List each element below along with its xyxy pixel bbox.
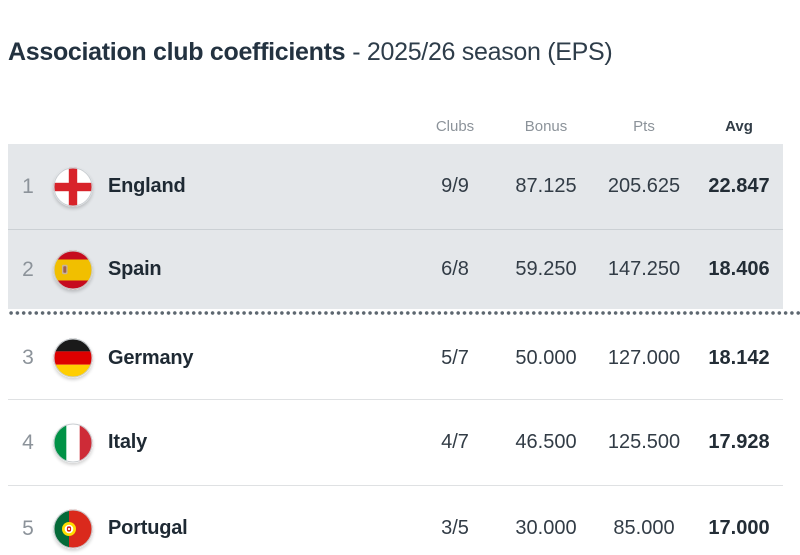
table-row-italy[interactable]: 4 Italy 4/7 46.500 125.500 17.928 [8, 399, 783, 485]
column-header-bonus: Bonus [524, 117, 568, 135]
country-name: Germany [108, 346, 194, 369]
rank-value: 5 [22, 516, 34, 540]
country-name: England [108, 175, 186, 197]
rank-value: 3 [22, 346, 34, 369]
clubs-value: 6/8 [441, 258, 469, 280]
pts-value: 85.000 [613, 517, 675, 539]
pts-value: 205.625 [607, 175, 681, 197]
avg-value: 22.847 [708, 175, 770, 197]
pts-value: 147.250 [607, 258, 681, 280]
country-cell: Portugal [48, 509, 411, 549]
bonus-value: 87.125 [515, 175, 577, 197]
clubs-value: 3/5 [441, 517, 469, 539]
spain-flag-icon [53, 250, 93, 289]
page-title: Association club coefficients - 2025/26 s… [8, 38, 613, 67]
column-header-pts: Pts [633, 117, 655, 135]
country-name: Italy [108, 431, 148, 453]
coefficients-table: Clubs Bonus Pts Avg 1 England 9 [8, 108, 800, 555]
portugal-flag-icon [53, 509, 93, 548]
rank-value: 2 [22, 257, 34, 281]
italy-flag-icon [53, 423, 93, 462]
bonus-value: 46.500 [515, 431, 577, 453]
title-season: - 2025/26 season (EPS) [352, 38, 613, 66]
pts-value: 125.500 [607, 431, 681, 453]
bonus-value: 50.000 [515, 346, 577, 369]
clubs-value: 4/7 [441, 431, 469, 453]
avg-value: 18.406 [708, 258, 770, 280]
pts-value: 127.000 [607, 346, 681, 369]
country-name: Portugal [108, 517, 188, 539]
table-row-england[interactable]: 1 England 9/9 87.125 205.625 22.847 [8, 144, 783, 229]
country-name: Spain [108, 258, 162, 280]
avg-value: 17.000 [708, 517, 770, 539]
country-cell: Italy [48, 423, 411, 463]
bonus-value: 59.250 [515, 258, 577, 280]
avg-value: 17.928 [708, 431, 770, 453]
country-cell: Spain [48, 250, 411, 290]
table-row-portugal[interactable]: 5 Portugal 3/5 30.000 [8, 485, 783, 555]
title-main: Association club coefficients [8, 38, 346, 66]
clubs-value: 9/9 [441, 175, 469, 197]
avg-value: 18.142 [708, 346, 770, 369]
rank-value: 4 [22, 430, 34, 454]
column-header-avg: Avg [725, 117, 753, 135]
england-flag-icon [53, 167, 93, 206]
germany-flag-icon [53, 338, 93, 378]
table-row-germany[interactable]: 3 Germany 5/7 50.000 127.000 18.142 [8, 317, 783, 399]
clubs-value: 5/7 [441, 346, 469, 369]
country-cell: England [48, 167, 411, 207]
column-header-clubs: Clubs [435, 117, 475, 135]
bonus-value: 30.000 [515, 517, 577, 539]
rank-value: 1 [22, 174, 34, 198]
qualification-cutoff-separator [8, 309, 800, 317]
country-cell: Germany [48, 338, 411, 378]
table-row-spain[interactable]: 2 Spain 6/8 59.250 147.250 [8, 229, 783, 309]
table-header-row: Clubs Bonus Pts Avg [8, 108, 783, 144]
